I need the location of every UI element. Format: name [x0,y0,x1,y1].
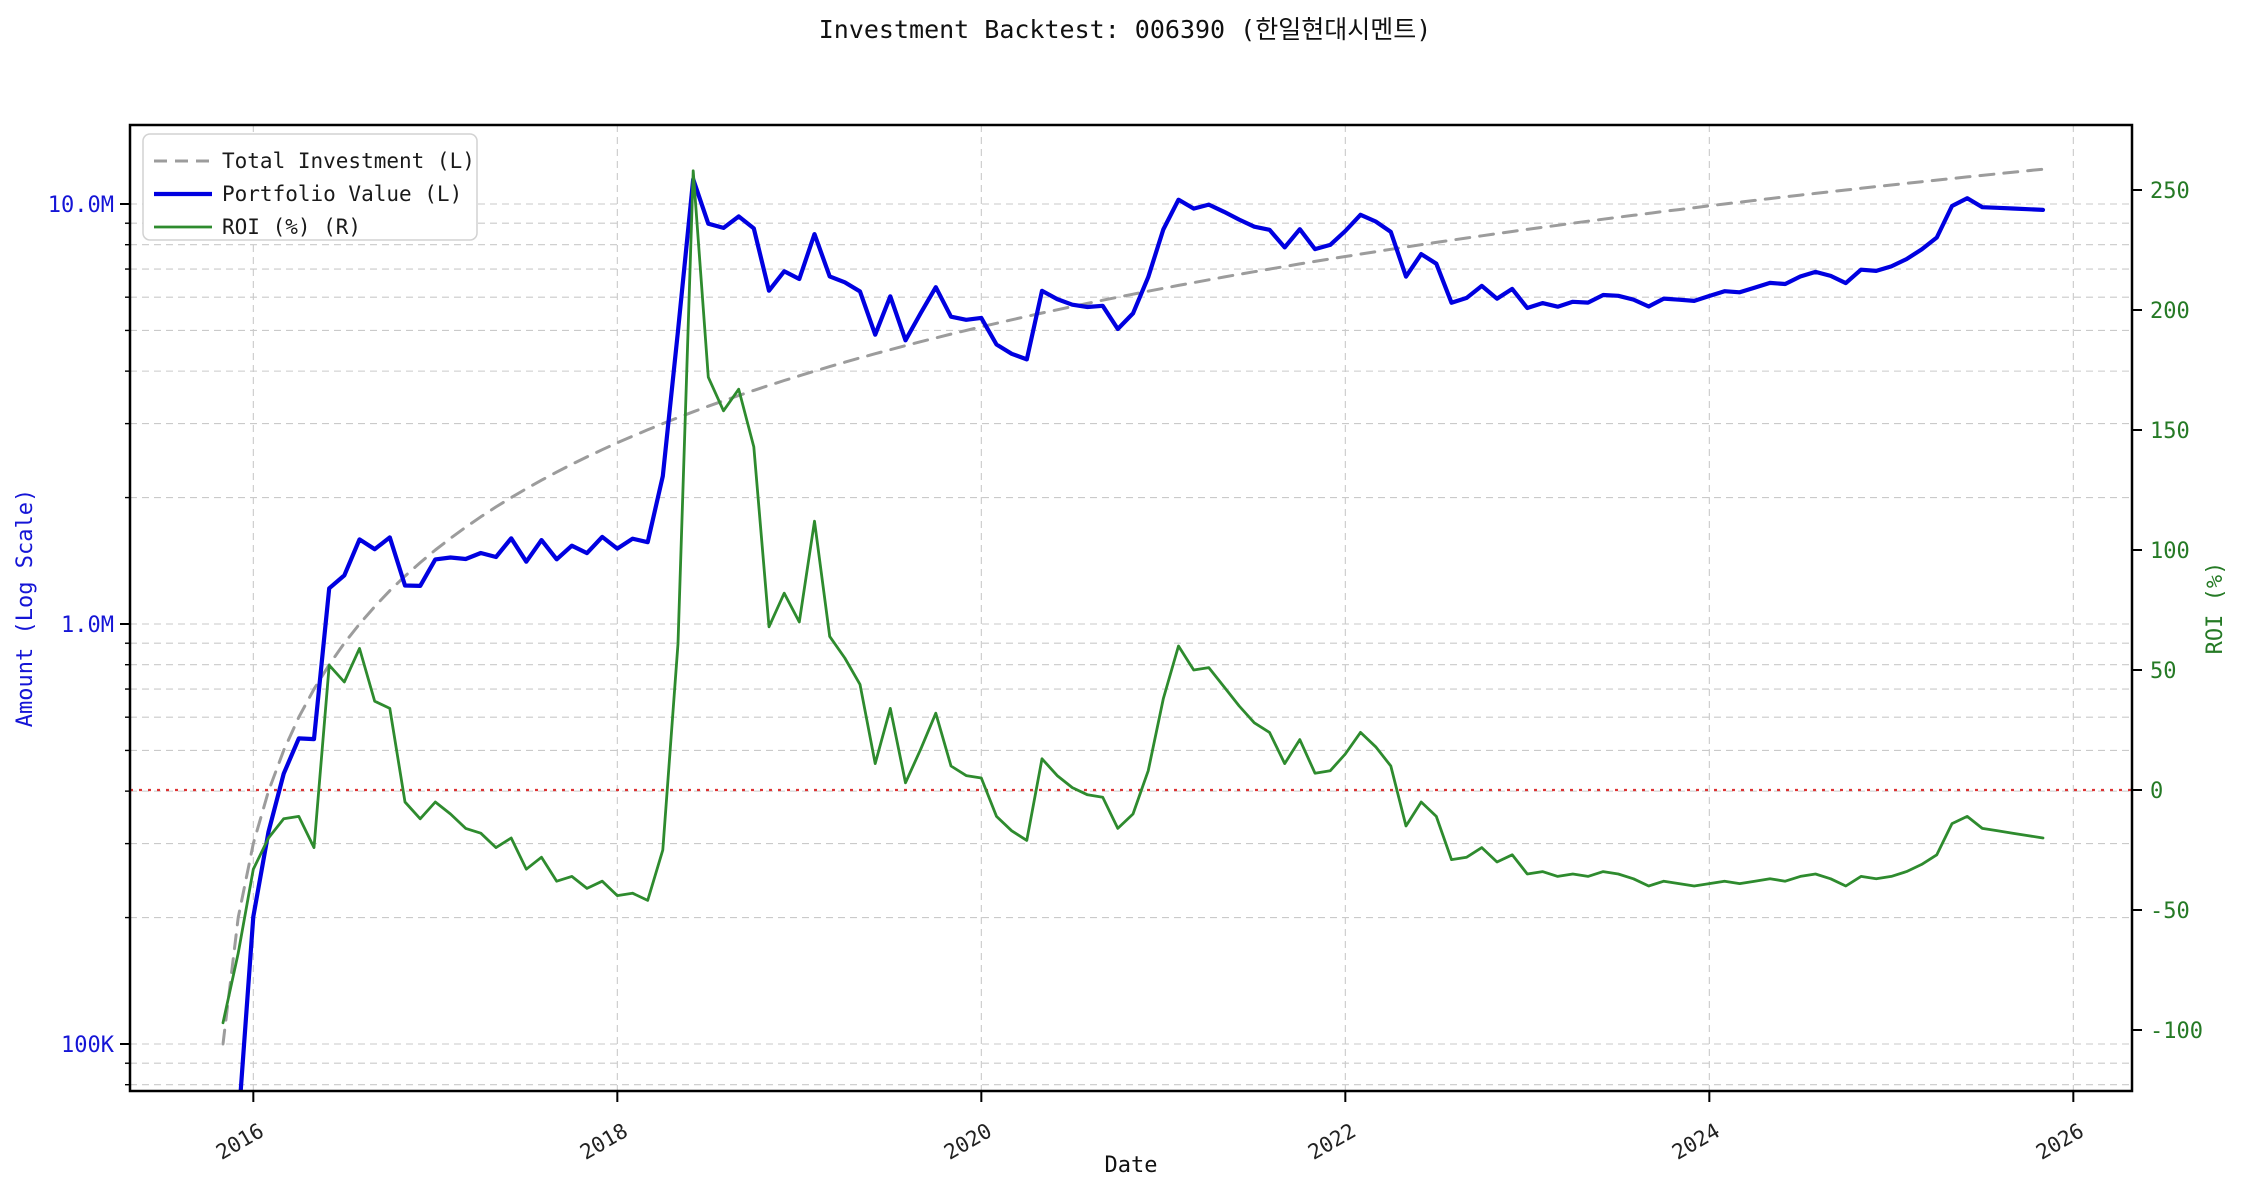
series-lines [221,167,2046,1091]
tick-label-x: 2018 [576,1119,632,1165]
legend-label-roi: ROI (%) (R) [222,215,361,239]
legend-label-portfolio-value: Portfolio Value (L) [222,182,462,206]
tick-label-y-right: 200 [2150,299,2190,324]
tick-label-y-right: -50 [2150,899,2190,924]
x-axis-label: Date [1105,1153,1158,1178]
tick-label-y-right: -100 [2150,1019,2203,1044]
legend-label-total-investment: Total Investment (L) [222,149,475,173]
series-investment-line [221,167,2045,1046]
axis-ticks [120,189,2142,1102]
gridlines [130,125,2132,1091]
series-portfolio-line [238,177,2046,1091]
tick-label-y-right: 150 [2150,419,2190,444]
chart-title: Investment Backtest: 006390 (한일현대시멘트) [819,15,1432,44]
y-right-axis-label: ROI (%) [2203,562,2228,655]
legend-item-portfolio-value: Portfolio Value (L) [154,182,462,206]
tick-label-x: 2016 [212,1119,268,1165]
tick-label-y-right: 50 [2150,659,2177,684]
tick-label-y-left: 1.0M [61,613,114,638]
tick-label-y-left: 10.0M [48,193,114,218]
legend-item-roi: ROI (%) (R) [154,215,361,239]
tick-label-y-right: 0 [2150,779,2163,804]
series-roi-line [221,169,2045,1025]
tick-label-x: 2026 [2032,1119,2088,1165]
legend-item-total-investment: Total Investment (L) [154,149,475,173]
tick-label-x: 2022 [1304,1119,1360,1165]
legend-box [142,133,478,241]
tick-label-x: 2024 [1668,1119,1724,1165]
tick-label-x: 2020 [940,1119,996,1165]
y-left-axis-label: Amount (Log Scale) [13,489,38,727]
tick-label-y-right: 250 [2150,179,2190,204]
plot-area [128,123,2134,1093]
tick-label-y-left: 100K [61,1033,115,1058]
axis-tick-labels: 10.0M 1.0M 100K 250 200 150 100 50 0 -50 -100 2016 2… [48,179,2203,1165]
tick-label-y-right: 100 [2150,539,2190,564]
legend: Total Investment (L) Portfolio Value (L)… [142,133,478,241]
